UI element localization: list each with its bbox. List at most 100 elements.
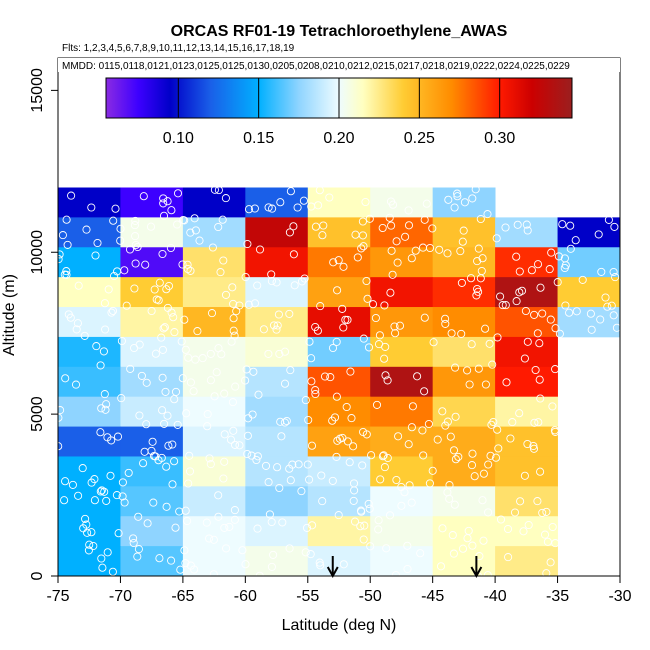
sample-point xyxy=(131,232,140,241)
heatmap-cell xyxy=(58,516,121,547)
x-tick-label: -75 xyxy=(46,588,69,605)
sample-point xyxy=(385,213,394,222)
heatmap-cell xyxy=(370,336,434,368)
sample-point xyxy=(561,301,570,310)
sample-point xyxy=(594,230,603,239)
sample-point xyxy=(318,497,327,506)
sample-point xyxy=(347,414,356,423)
sample-point xyxy=(206,349,215,358)
sample-point xyxy=(129,538,138,548)
sample-point xyxy=(315,558,324,567)
sample-point xyxy=(280,347,290,356)
sample-point xyxy=(548,522,557,532)
sample-point xyxy=(359,535,368,544)
heatmap-cell xyxy=(432,187,496,218)
sample-point xyxy=(67,191,76,200)
sample-point xyxy=(139,192,148,201)
sample-point xyxy=(457,329,466,338)
sample-point xyxy=(572,307,581,316)
sample-point xyxy=(435,245,444,254)
sample-point xyxy=(146,222,156,231)
heatmap-cell xyxy=(120,336,184,368)
sample-point xyxy=(285,309,294,318)
heatmap-cell xyxy=(370,187,434,218)
sample-point xyxy=(219,474,228,483)
sample-point xyxy=(308,521,317,530)
sample-point xyxy=(315,186,324,195)
sample-point xyxy=(157,453,166,462)
sample-point xyxy=(167,206,176,215)
sample-point xyxy=(264,478,273,487)
sample-point xyxy=(210,392,219,401)
sample-point xyxy=(419,451,428,460)
heatmap-cell xyxy=(182,396,246,427)
sample-point xyxy=(380,354,389,363)
sample-point xyxy=(100,487,109,496)
heatmap-cell xyxy=(58,307,121,338)
sample-point xyxy=(463,366,472,375)
sample-point xyxy=(397,482,406,492)
sample-point xyxy=(82,520,91,529)
sample-point xyxy=(220,430,229,439)
sample-point xyxy=(141,260,150,269)
sample-point xyxy=(445,481,454,490)
sample-point xyxy=(587,325,596,334)
heatmap-cell xyxy=(307,277,371,308)
sample-point xyxy=(83,528,92,537)
sample-point xyxy=(328,416,337,425)
sample-point xyxy=(304,415,313,425)
sample-point xyxy=(110,271,119,281)
sample-point xyxy=(122,301,131,310)
heatmap-cell xyxy=(182,217,246,248)
sample-point xyxy=(142,420,151,429)
sample-point xyxy=(159,199,168,208)
heatmap-cell xyxy=(557,247,621,278)
sample-point xyxy=(339,262,348,271)
heatmap-cell xyxy=(307,396,371,427)
sample-point xyxy=(485,339,494,348)
heatmap-cell xyxy=(58,426,121,457)
sample-point xyxy=(265,510,274,519)
sample-point xyxy=(358,217,367,226)
sample-point xyxy=(96,428,105,437)
sample-point xyxy=(388,270,397,279)
sample-point xyxy=(609,267,618,277)
sample-point xyxy=(286,187,295,196)
sample-point xyxy=(173,420,182,429)
sample-point xyxy=(420,313,429,322)
sample-point xyxy=(441,314,450,323)
heatmap-cell xyxy=(307,516,371,547)
sample-point xyxy=(301,548,310,557)
sample-point xyxy=(512,252,521,261)
sample-point xyxy=(142,378,151,387)
sample-point xyxy=(319,221,328,230)
sample-point xyxy=(476,274,485,283)
sample-point xyxy=(289,250,298,259)
sample-point xyxy=(209,535,218,544)
sample-point xyxy=(476,214,485,224)
sample-point xyxy=(183,264,192,274)
sample-point xyxy=(243,431,252,440)
sample-point xyxy=(72,325,81,334)
sample-point xyxy=(243,239,252,249)
sample-point xyxy=(151,349,160,358)
sample-point xyxy=(250,299,260,308)
sample-point xyxy=(226,435,236,444)
x-tick-label: -40 xyxy=(484,588,507,605)
x-tick-label: -30 xyxy=(608,588,631,605)
sample-point xyxy=(523,439,532,449)
sample-point xyxy=(303,460,312,469)
sample-point xyxy=(229,299,238,308)
sample-point xyxy=(269,550,278,559)
sample-point xyxy=(465,380,474,389)
heatmap-cell xyxy=(432,396,496,427)
sample-point xyxy=(560,254,569,263)
sample-point xyxy=(607,301,616,310)
sample-point xyxy=(232,307,241,316)
sample-point xyxy=(210,185,219,194)
sample-point xyxy=(339,323,348,332)
sample-point xyxy=(420,215,429,224)
sample-point xyxy=(214,222,223,232)
sample-point xyxy=(531,365,540,375)
sample-point xyxy=(383,376,392,385)
